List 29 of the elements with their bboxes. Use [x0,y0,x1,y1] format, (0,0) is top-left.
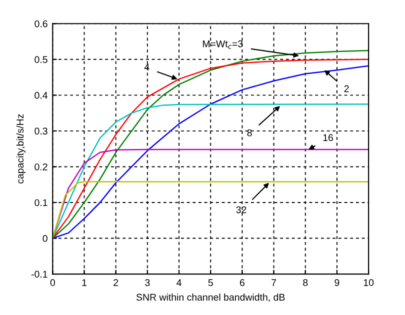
x-tick-label: 3 [145,279,150,286]
y-tick-label: 0.4 [34,92,48,99]
y-axis-title: capacity,bit/s/Hz [16,114,26,184]
y-tick-label: 0.6 [34,20,48,28]
y-tick-label: 0 [42,235,48,242]
x-tick-label: 2 [114,279,118,286]
annotation: 4 [144,64,150,70]
line-series [52,181,369,239]
y-tick-label: -0.1 [31,270,48,278]
line-series [52,103,369,239]
annotation: 8 [247,129,252,136]
x-axis-title: SNR within channel bandwidth, dB [136,294,285,302]
annotation: 2 [344,85,349,92]
x-tick-label: 0 [50,279,55,286]
y-tick-label: 0.2 [34,163,48,170]
x-tick-label: 7 [272,279,276,286]
x-tick-label: 5 [208,279,213,286]
x-tick-label: 9 [334,279,340,286]
annotation: 16 [323,134,333,142]
x-tick-label: 10 [364,279,374,286]
x-tick-label: 1 [82,279,86,286]
y-tick-label: 0.3 [34,128,48,135]
line-series [52,148,369,239]
x-tick-label: 4 [176,279,182,286]
annotation: 32 [236,206,246,214]
x-tick-label: 6 [240,279,244,286]
y-tick-label: 0.1 [34,199,48,206]
y-tick-label: 0.5 [34,56,48,64]
x-tick-label: 8 [303,279,308,286]
